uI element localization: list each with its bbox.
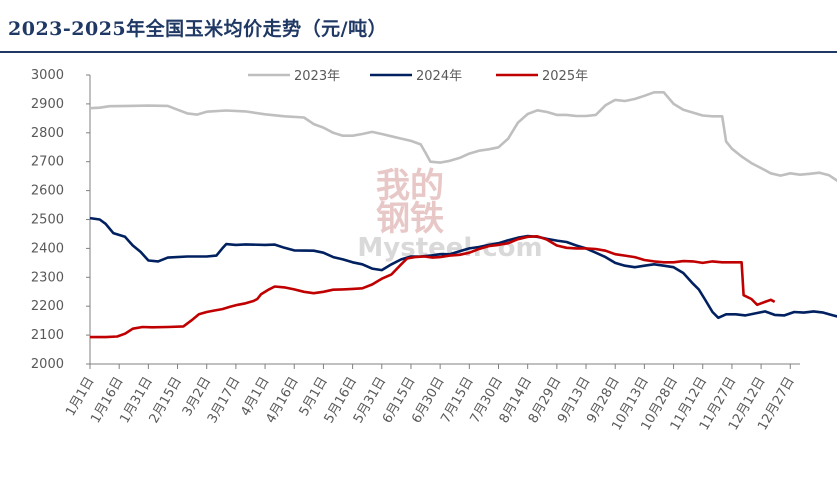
y-tick-label: 2300 (31, 270, 64, 285)
legend-label-3: 2025年 (542, 69, 588, 84)
y-tick-label: 2400 (31, 241, 64, 256)
legend-label-1: 2023年 (294, 69, 340, 84)
chart-title: 2023-2025年全国玉米均价走势（元/吨） (8, 18, 388, 40)
series-lines (89, 91, 837, 339)
y-axis-ticks: 2000 2100 2200 2300 2400 2500 2600 2700 2800 2900… (31, 68, 90, 372)
y-tick-label: 2000 (31, 357, 64, 372)
axes (89, 75, 800, 365)
y-tick-label: 2900 (31, 97, 64, 112)
watermark-line3: Mysteel.com (357, 233, 542, 263)
y-tick-label: 2500 (31, 213, 64, 228)
y-tick-label: 2200 (31, 299, 64, 314)
x-axis-ticks: 1月1日1月16日1月31日2月15日3月2日3月17日4月1日4月16日5月1… (63, 364, 798, 433)
legend-label-2: 2024年 (416, 69, 462, 84)
title-underline (0, 51, 837, 53)
legend: 2023年 2024年 2025年 (248, 69, 588, 84)
y-tick-label: 2600 (31, 184, 64, 199)
series-line-1 (89, 91, 837, 183)
y-tick-label: 2700 (31, 155, 64, 170)
watermark: 我的 钢铁 Mysteel.com (357, 166, 542, 263)
y-tick-label: 3000 (31, 68, 64, 83)
y-tick-label: 2800 (31, 126, 64, 141)
series-line-3 (90, 235, 776, 339)
y-tick-label: 2100 (31, 328, 64, 343)
watermark-line1: 我的 (376, 166, 444, 206)
watermark-line2: 钢铁 (376, 199, 444, 239)
